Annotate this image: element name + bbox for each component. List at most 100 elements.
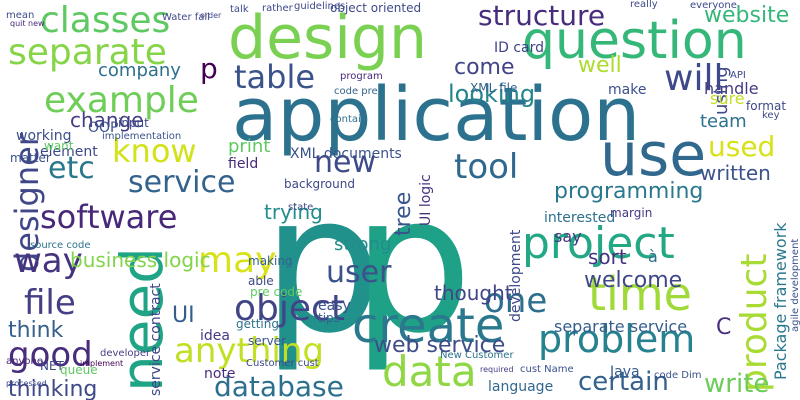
word: tips [318, 311, 340, 325]
word: matter [10, 151, 51, 165]
word: implementation [102, 131, 181, 142]
word: change [70, 108, 144, 132]
word: know [112, 132, 197, 170]
word: note [204, 366, 236, 382]
word: thought [434, 281, 513, 305]
word: looking [448, 80, 535, 108]
word: programming [554, 179, 703, 204]
word: p [262, 154, 383, 375]
word: table [234, 58, 315, 96]
word: will [664, 58, 723, 99]
word: state [288, 202, 313, 213]
word: implement [80, 359, 123, 368]
word: application [232, 72, 640, 158]
word: service contract [148, 283, 164, 396]
word: well [578, 53, 622, 78]
word: order [200, 11, 222, 20]
word: sort [588, 245, 627, 269]
word: XML documents [290, 146, 402, 162]
word: separate [8, 32, 167, 73]
word: data [382, 347, 477, 396]
word: OOP [88, 120, 118, 136]
word: XML file [470, 81, 517, 95]
word: field [228, 156, 258, 172]
word: example [44, 80, 199, 121]
word: Package framework [771, 222, 790, 380]
word: agile development [790, 239, 800, 332]
word: certain [578, 367, 669, 397]
word: guidelines [294, 1, 345, 12]
word: write [704, 369, 769, 399]
word: etc [48, 151, 95, 186]
word: C [716, 315, 731, 340]
word: background [284, 177, 355, 191]
word: p [200, 52, 218, 85]
word: web service [374, 333, 505, 358]
word: development [508, 229, 524, 322]
word: use [600, 120, 706, 190]
word: create [352, 298, 504, 354]
word: key [762, 110, 780, 121]
word: making [248, 254, 293, 268]
word: thinking [8, 377, 97, 400]
word: tool [454, 147, 518, 187]
word: interested [544, 210, 615, 226]
word: time [588, 267, 692, 321]
word: contain [330, 114, 367, 125]
word: code Dim [654, 370, 702, 381]
word: question [522, 11, 747, 71]
word: à [648, 247, 658, 266]
word: language [488, 379, 553, 395]
word: required [480, 365, 514, 374]
word: need [108, 247, 176, 392]
word: object oriented [330, 1, 421, 15]
word: handle [704, 79, 759, 98]
word: new [314, 145, 376, 180]
word: really [630, 0, 658, 10]
word: anyone [6, 356, 43, 367]
word: program [340, 71, 383, 82]
word: quit new [10, 19, 45, 28]
word: database [214, 370, 344, 400]
word: project [522, 218, 675, 269]
word: structure [478, 0, 605, 32]
word: source code [30, 240, 91, 251]
word: want [44, 139, 74, 153]
word: anything [174, 331, 324, 371]
word: one [484, 281, 547, 321]
word: user [326, 255, 392, 290]
word: company [98, 60, 181, 81]
word: software [40, 198, 177, 236]
word: Water fall [162, 12, 210, 23]
word: business logic [70, 248, 211, 272]
word: NET [40, 359, 65, 373]
word: come [454, 55, 515, 80]
word: p [352, 154, 473, 375]
word: code pre [334, 86, 378, 97]
word: service [128, 165, 235, 200]
word: working [16, 128, 72, 144]
word: separate service [554, 317, 687, 336]
word: pre code [250, 285, 302, 299]
word: idea [200, 328, 230, 344]
word: make [608, 82, 646, 98]
word: may [198, 240, 276, 281]
word: strong [334, 234, 391, 255]
word: talk [230, 4, 249, 15]
word: problem [538, 317, 695, 361]
word: format [746, 99, 786, 113]
word: margin [610, 206, 652, 220]
word: print [228, 136, 270, 157]
word: rather [262, 3, 294, 14]
word: file [24, 283, 76, 323]
word: object [234, 288, 345, 329]
word: processed [6, 379, 47, 388]
word: New Customer [440, 350, 514, 361]
word: element [40, 144, 98, 160]
word: Java [609, 364, 640, 380]
word: trying [264, 200, 323, 224]
word: website [704, 3, 789, 28]
word: UI logic [418, 174, 434, 226]
word: developer [100, 348, 151, 359]
